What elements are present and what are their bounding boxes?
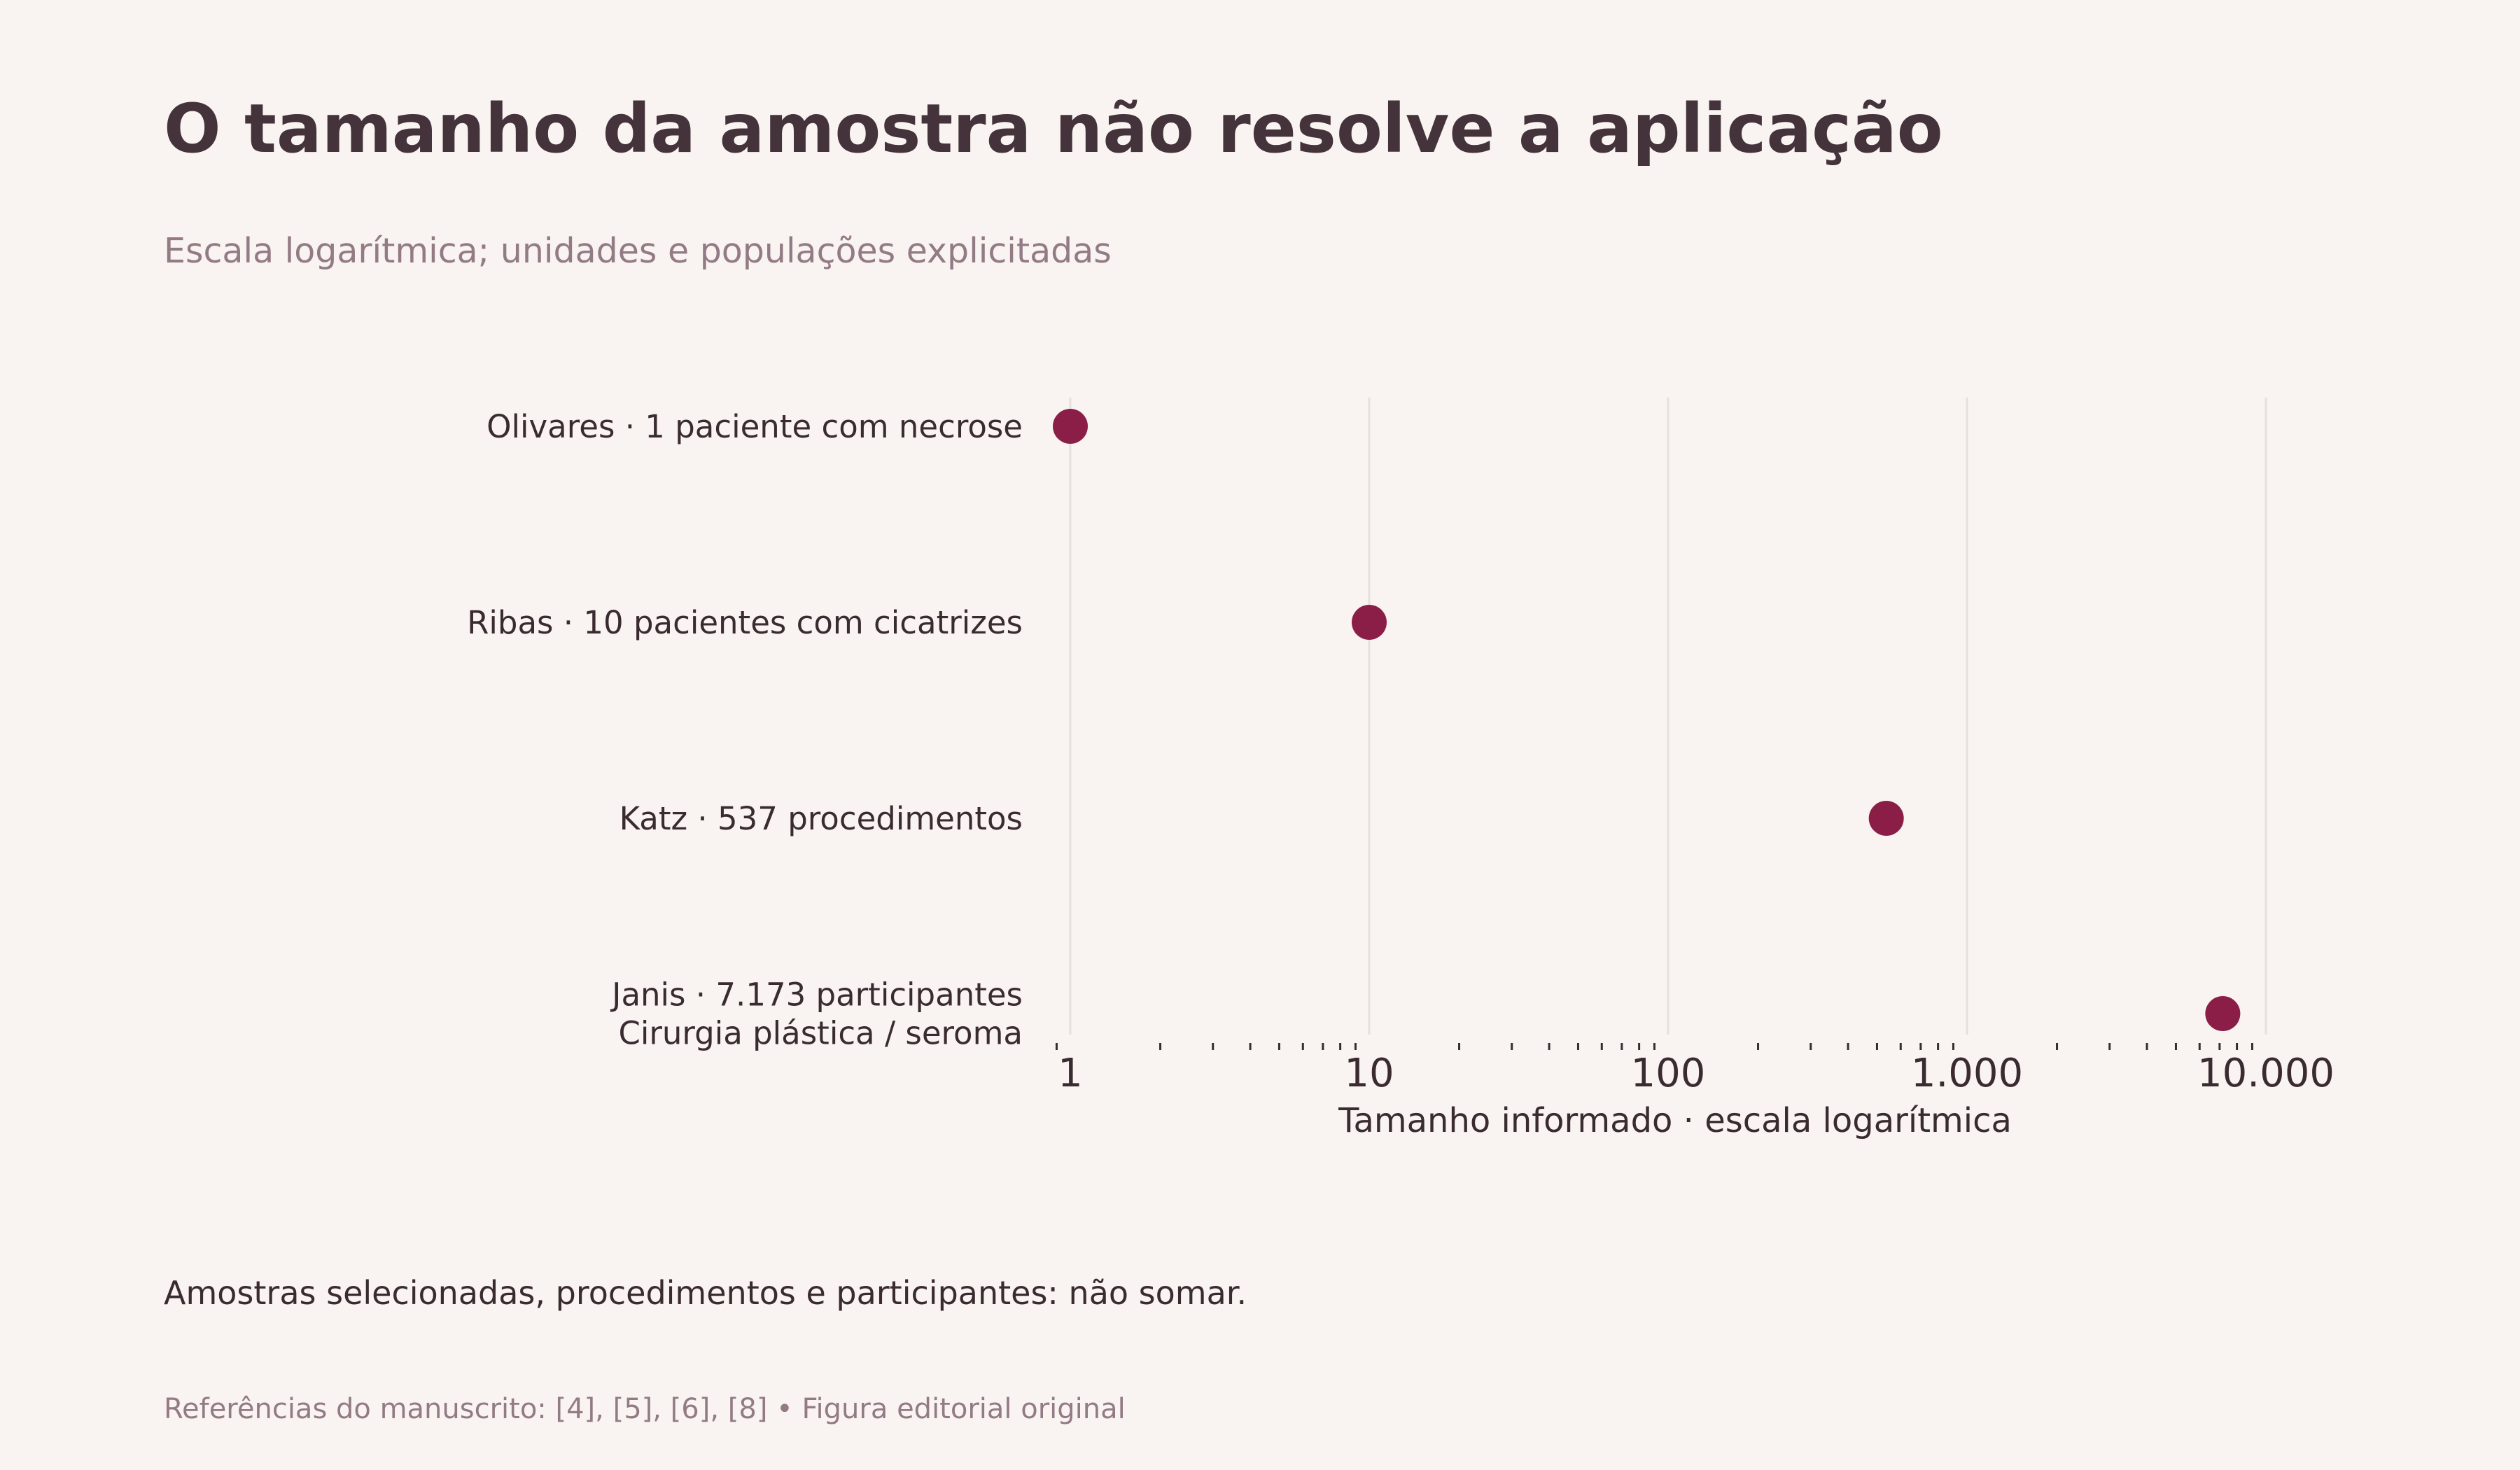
x-tick-label: 10	[1344, 1051, 1394, 1096]
chart-subtitle: Escala logarítmica; unidades e populaçõe…	[164, 231, 1112, 271]
minor-ticks	[1055, 1043, 2253, 1050]
data-point	[1352, 605, 1387, 640]
x-tick-label: 1	[1058, 1051, 1083, 1096]
x-tick-labels: 1 10 100 1.000 10.000	[1058, 1051, 2334, 1096]
category-label: Janis · 7.173 participantes	[610, 976, 1023, 1014]
category-label: Olivares · 1 paciente com necrose	[486, 408, 1023, 445]
x-tick-label: 1.000	[1911, 1051, 2023, 1096]
x-tick-label: 10.000	[2197, 1051, 2334, 1096]
category-label: Ribas · 10 pacientes com cicatrizes	[467, 604, 1023, 641]
data-points	[1053, 409, 2241, 1031]
x-axis-title: Tamanho informado · escala logarítmica	[1338, 1101, 2012, 1140]
category-labels: Olivares · 1 paciente com necrose Ribas ·…	[467, 408, 1023, 1052]
source-line: Referências do manuscrito: [4], [5], [6]…	[164, 1393, 1126, 1425]
grid-lines	[1069, 398, 2267, 1035]
data-point	[1868, 801, 1904, 836]
data-point	[2205, 996, 2241, 1031]
footnote: Amostras selecionadas, procedimentos e p…	[164, 1274, 1247, 1312]
data-point	[1053, 409, 1088, 444]
category-label: Katz · 537 procedimentos	[620, 800, 1023, 837]
chart-title: O tamanho da amostra não resolve a aplic…	[164, 90, 1943, 168]
x-tick-label: 100	[1631, 1051, 1706, 1096]
category-label: Cirurgia plástica / seroma	[618, 1015, 1023, 1052]
